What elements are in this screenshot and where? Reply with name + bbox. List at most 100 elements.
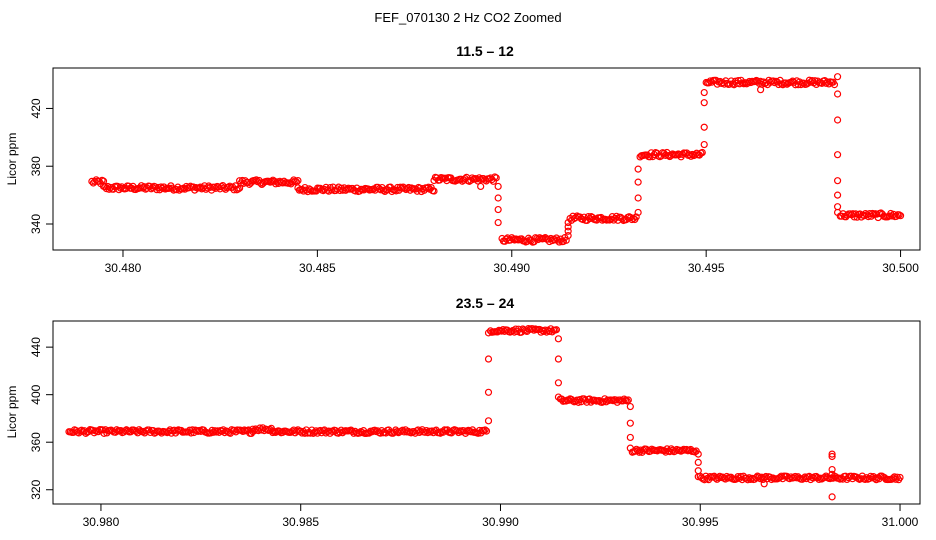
transition-point [700,123,708,131]
transition-point [694,450,702,458]
transition-point [634,165,642,173]
x-tick-label: 30.490 [493,261,530,275]
data-point [867,472,875,480]
transition-point [554,379,563,387]
data-point [801,473,809,481]
x-tick-label: 30.495 [688,261,725,275]
transition-point [833,177,842,185]
data-point [392,187,400,195]
data-point [430,187,438,195]
outlier-point [756,86,765,94]
transition-point [554,335,563,343]
transition-point [833,73,842,81]
transition-point [494,182,502,191]
x-axis: 30.980 30.985 30.990 30.995 31.000 [83,504,919,529]
transition-point [494,205,502,214]
transition-point [833,116,842,124]
transition-point [833,203,842,211]
outlier-point [477,182,485,191]
data-point [896,212,905,220]
data-point [632,213,640,221]
transition-point [626,433,634,442]
transition-point [564,223,572,231]
panel-title: 11.5 – 12 [456,43,514,59]
data-point [482,427,491,435]
x-tick-label: 30.480 [105,261,142,275]
transition-point [626,419,634,427]
y-axis: 320 360 400 440 [29,337,53,500]
data-point [868,209,877,218]
y-tick-label: 400 [29,384,43,404]
transition-point [484,355,493,363]
outlier-point [828,493,836,501]
transition-point [828,465,836,474]
x-tick-label: 30.995 [682,515,719,529]
transition-point [484,388,493,396]
data-point [424,183,432,191]
transition-point [626,444,634,452]
y-tick-label: 440 [29,337,43,357]
panel-bottom: 23.5 – 24 Licor ppm 30.980 30.985 30.990 30… [5,295,921,529]
transition-point [828,450,836,458]
data-point [830,81,839,89]
transition-point [833,191,842,199]
data-point [492,174,500,182]
panel-title: 23.5 – 24 [456,295,515,311]
transition-point [700,99,708,107]
y-tick-label: 340 [29,214,43,234]
transition-point [694,458,702,467]
transition-point [634,178,642,186]
transition-point [484,417,493,425]
transition-point [564,227,572,235]
transition-point [828,452,836,461]
x-axis: 30.480 30.485 30.490 30.495 30.500 [105,250,919,275]
data-point [552,326,561,334]
transition-point [554,355,563,363]
transition-point [484,329,493,337]
data-point [896,473,904,482]
x-tick-label: 30.980 [83,515,120,529]
y-axis: 340 380 420 [29,98,53,234]
data-point [294,177,302,185]
data-point [234,185,242,193]
transition-point [833,90,842,98]
transition-point [700,140,708,149]
transition-point [494,218,502,227]
plot-frame [52,67,921,251]
transition-point [700,88,708,97]
data-points [88,73,905,246]
transition-point [554,393,563,401]
transition-point [828,470,836,478]
data-point [861,475,869,484]
x-tick-label: 31.000 [882,515,919,529]
data-point [698,148,706,157]
x-tick-label: 30.485 [299,261,336,275]
transition-point [494,194,502,202]
plot-frame [52,320,921,505]
data-point [480,427,488,435]
panel-top: 11.5 – 12 Licor ppm 30.480 30.485 30.490 30… [5,43,921,275]
transition-point [634,194,642,202]
transition-point [694,473,702,481]
transition-point [634,208,642,217]
data-point [852,210,860,218]
x-tick-label: 30.985 [282,515,319,529]
y-tick-label: 320 [29,479,43,499]
y-tick-label: 420 [29,98,43,118]
data-point [379,186,388,194]
transition-point [833,208,842,217]
data-point [624,396,632,404]
data-point [468,174,476,182]
y-tick-label: 360 [29,432,43,452]
transition-point [833,151,842,159]
data-point [250,427,258,435]
data-point [481,426,489,434]
x-tick-label: 30.500 [882,261,919,275]
y-axis-label: Licor ppm [5,386,19,439]
data-points [65,325,904,501]
y-tick-label: 380 [29,156,43,176]
transition-point [626,402,634,411]
data-point [769,77,777,85]
data-point [105,185,113,193]
